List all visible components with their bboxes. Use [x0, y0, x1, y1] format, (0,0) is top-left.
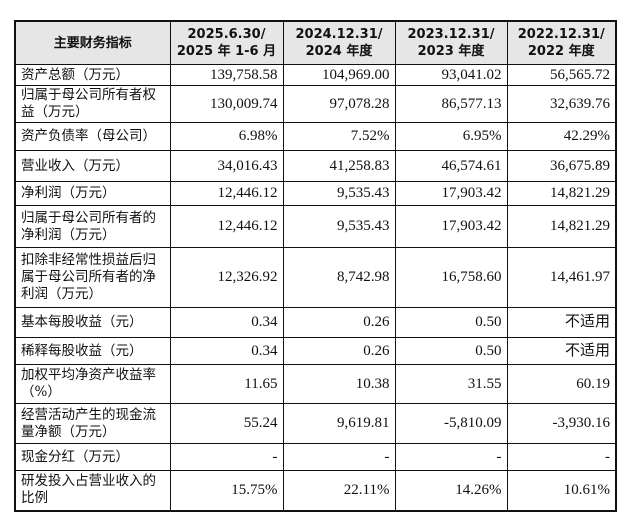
cell-value: 12,326.92 — [169, 247, 284, 308]
cell-value: 93,041.02 — [394, 64, 508, 86]
table-row: 归属于母公司所有者的净利润（万元） 12,446.12 9,535.43 17,903… — [14, 205, 617, 248]
header-row: 主要财务指标 2025.6.30/ 2025 年 1-6 月 2024.12.31/… — [14, 20, 617, 65]
cell-value: -3,930.16 — [506, 403, 617, 444]
table-row: 扣除非经常性损益后归属于母公司所有者的净利润（万元） 12,326.92 8,742… — [14, 247, 617, 308]
cell-value: 6.95% — [394, 122, 508, 151]
cell-value: 17,903.42 — [394, 205, 508, 248]
cell-value: 55.24 — [169, 403, 284, 444]
row-label: 资产负债率（母公司） — [14, 122, 171, 151]
row-label: 研发投入占营业收入的比例 — [14, 470, 171, 511]
cell-value: 17,903.42 — [394, 181, 508, 206]
table-row: 资产负债率（母公司） 6.98% 7.52% 6.95% 42.29% — [14, 122, 617, 151]
cell-value: 14,461.97 — [506, 247, 617, 308]
header-period: 2023.12.31/ 2023 年度 — [394, 20, 508, 65]
cell-value: 12,446.12 — [169, 181, 284, 206]
cell-value: - — [394, 443, 508, 471]
row-label: 经营活动产生的现金流量净额（万元） — [14, 403, 171, 444]
cell-value: - — [282, 443, 396, 471]
table-row: 加权平均净资产收益率（%） 11.65 10.38 31.55 60.19 — [14, 364, 617, 404]
row-label: 归属于母公司所有者的净利润（万元） — [14, 205, 171, 248]
row-label: 资产总额（万元） — [14, 64, 171, 86]
header-period: 2022.12.31/ 2022 年度 — [506, 20, 617, 65]
cell-value: 9,535.43 — [282, 181, 396, 206]
row-label: 营业收入（万元） — [14, 150, 171, 182]
row-label: 加权平均净资产收益率（%） — [14, 364, 171, 404]
cell-value: 不适用 — [506, 307, 617, 338]
row-label: 稀释每股收益（元） — [14, 337, 171, 365]
table-row: 资产总额（万元） 139,758.58 104,969.00 93,041.02 56,… — [14, 64, 617, 86]
cell-value: 41,258.83 — [282, 150, 396, 182]
cell-value: 12,446.12 — [169, 205, 284, 248]
table-row: 基本每股收益（元） 0.34 0.26 0.50 不适用 — [14, 307, 617, 338]
cell-value: 0.26 — [282, 337, 396, 365]
table-row: 净利润（万元） 12,446.12 9,535.43 17,903.42 14,821.… — [14, 181, 617, 206]
cell-value: 130,009.74 — [169, 85, 284, 123]
cell-value: 14.26% — [394, 470, 508, 511]
cell-value: 10.61% — [506, 470, 617, 511]
cell-value: 34,016.43 — [169, 150, 284, 182]
cell-value: 不适用 — [506, 337, 617, 365]
cell-value: 0.34 — [169, 307, 284, 338]
table-row: 营业收入（万元） 34,016.43 41,258.83 46,574.61 36,67… — [14, 150, 617, 182]
cell-value: 32,639.76 — [506, 85, 617, 123]
cell-value: 14,821.29 — [506, 205, 617, 248]
row-label: 归属于母公司所有者权益（万元） — [14, 85, 171, 123]
cell-value: 7.52% — [282, 122, 396, 151]
row-label: 基本每股收益（元） — [14, 307, 171, 338]
cell-value: 10.38 — [282, 364, 396, 404]
header-period: 2025.6.30/ 2025 年 1-6 月 — [169, 20, 284, 65]
cell-value: 0.50 — [394, 307, 508, 338]
financial-indicators-table: 主要财务指标 2025.6.30/ 2025 年 1-6 月 2024.12.31/… — [14, 20, 617, 512]
row-label: 净利润（万元） — [14, 181, 171, 206]
cell-value: 9,535.43 — [282, 205, 396, 248]
cell-value: 0.50 — [394, 337, 508, 365]
cell-value: 14,821.29 — [506, 181, 617, 206]
cell-value: -5,810.09 — [394, 403, 508, 444]
cell-value: - — [169, 443, 284, 471]
table-row: 经营活动产生的现金流量净额（万元） 55.24 9,619.81 -5,810.09-… — [14, 403, 617, 444]
table-row: 现金分红（万元） - - - - — [14, 443, 617, 471]
cell-value: 104,969.00 — [282, 64, 396, 86]
cell-value: 6.98% — [169, 122, 284, 151]
cell-value: 46,574.61 — [394, 150, 508, 182]
header-indicator: 主要财务指标 — [14, 20, 171, 65]
cell-value: 139,758.58 — [169, 64, 284, 86]
cell-value: 16,758.60 — [394, 247, 508, 308]
table-row: 稀释每股收益（元） 0.34 0.26 0.50 不适用 — [14, 337, 617, 365]
cell-value: 60.19 — [506, 364, 617, 404]
cell-value: 42.29% — [506, 122, 617, 151]
cell-value: 15.75% — [169, 470, 284, 511]
row-label: 现金分红（万元） — [14, 443, 171, 471]
table-row: 研发投入占营业收入的比例 15.75% 22.11% 14.26% 10.61% — [14, 470, 617, 511]
cell-value: 97,078.28 — [282, 85, 396, 123]
cell-value: 36,675.89 — [506, 150, 617, 182]
cell-value: 8,742.98 — [282, 247, 396, 308]
cell-value: 0.26 — [282, 307, 396, 338]
cell-value: 86,577.13 — [394, 85, 508, 123]
cell-value: 31.55 — [394, 364, 508, 404]
cell-value: 9,619.81 — [282, 403, 396, 444]
cell-value: 22.11% — [282, 470, 396, 511]
header-period: 2024.12.31/ 2024 年度 — [282, 20, 396, 65]
table-row: 归属于母公司所有者权益（万元） 130,009.74 97,078.28 86,577… — [14, 85, 617, 123]
row-label: 扣除非经常性损益后归属于母公司所有者的净利润（万元） — [14, 247, 171, 308]
cell-value: 0.34 — [169, 337, 284, 365]
cell-value: 56,565.72 — [506, 64, 617, 86]
cell-value: 11.65 — [169, 364, 284, 404]
cell-value: - — [506, 443, 617, 471]
